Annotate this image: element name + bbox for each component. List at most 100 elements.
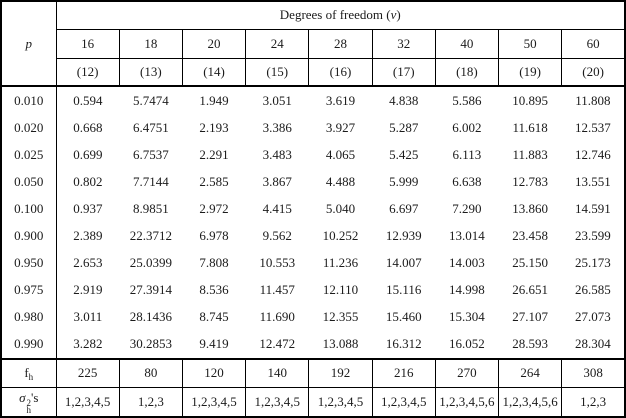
table-cell: 27.3914 [129,282,172,298]
dof-column-header: 40 [434,28,500,59]
table-cell: 8.745 [199,309,229,325]
fh-label: fh [0,358,57,388]
sigma-row: σ 2 h's 1,2,3,4,5 1,2,3 1,2,3,4,5 1,2,3,4,5 1,… [0,386,626,418]
table-cell: 10.252 [322,228,359,244]
table-cell: 5.425 [389,146,419,162]
table-cell: 3.011 [73,309,103,325]
table-cell: 26.651 [512,282,549,298]
dof-column-header: 32 [371,28,436,59]
table-cell: 12.746 [575,146,611,162]
table-cell: 5.586 [452,92,482,108]
table-cell: 13.088 [322,336,359,352]
dof-values-row: 16 18 20 24 28 32 40 50 60 [1,28,626,59]
p-value: 0.900 [1,222,57,250]
table-cell: 15.116 [386,282,422,298]
sigma-set: 1,2,3,4,5,6 [434,386,500,418]
table-cell: 3.927 [325,119,356,135]
sigma-label-sup: 2 [26,397,32,408]
table-cell: 7.808 [199,255,229,271]
table-cell: 14.998 [449,282,485,298]
table-cell: 13.860 [512,200,549,216]
sigma-label-sub: h [26,404,32,415]
table-cell: 4.838 [389,92,419,108]
table-cell: 0.699 [73,146,103,162]
degrees-of-freedom-header: Degrees of freedom (v) [55,0,626,30]
table-cell: 3.483 [262,146,292,162]
table-cell: 27.073 [575,309,611,325]
table-cell: 5.999 [389,173,419,189]
table-cell: 11.618 [512,119,548,135]
table-cell: 8.9851 [132,200,169,216]
fh-value: 264 [498,358,563,388]
fh-label-base: f [24,364,29,380]
table-cell: 11.808 [575,92,611,108]
table-cell: 12.355 [322,309,359,325]
table-cell: 27.107 [512,309,549,325]
column-index: (12) [55,57,120,87]
column-index: (17) [371,57,436,87]
table-cell: 12.472 [259,336,296,352]
table-cell: 28.593 [512,336,549,352]
p-value: 0.100 [1,195,57,223]
p-value: 0.975 [1,276,57,304]
p-value: 0.010 [1,86,57,115]
table-cell: 8.536 [199,282,229,298]
table-cell: 12.110 [322,282,359,298]
fh-value: 192 [308,358,373,388]
sigma-set: 1,2,3,4,5 [371,386,436,418]
column-index: (16) [308,57,373,87]
table-cell: 6.978 [199,228,229,244]
table-cell: 1.949 [199,92,229,108]
p-value: 0.980 [1,303,57,331]
table-cell: 13.014 [449,228,485,244]
table-cell: 9.419 [199,336,229,352]
fh-value: 225 [55,358,120,388]
table-cell: 11.690 [259,309,295,325]
table-cell: 16.052 [449,336,485,352]
table-cell: 6.7537 [132,146,169,162]
data-row: 0.975 2.919 27.3914 8.536 11.457 12.110 15.116… [1,276,625,304]
sigma-set: 1,2,3,4,5 [55,386,120,418]
data-row: 0.900 2.389 22.3712 6.978 9.562 10.252 12.939 1… [1,222,625,250]
fh-row: fh 225 80 120 140 192 216 270 264 308 [0,358,626,388]
table-cell: 2.653 [73,255,103,271]
dof-column-header: 28 [308,28,373,59]
p-symbol: p [25,35,33,51]
p-value: 0.025 [1,141,57,169]
table-cell: 13.551 [575,173,611,189]
table-cell: 5.040 [325,200,356,216]
table-cell: 0.802 [73,173,103,189]
p-column-header: p [0,0,57,87]
table-cell: 25.150 [512,255,549,271]
table-cell: 15.460 [385,309,422,325]
column-index: (13) [118,57,183,87]
table-cell: 4.488 [325,173,356,189]
dof-header-text: Degrees of freedom ( [279,7,391,23]
table-cell: 12.537 [575,119,611,135]
fh-value: 216 [371,358,436,388]
table-cell: 25.0399 [129,255,172,271]
table-cell: 11.457 [259,282,295,298]
column-index: (15) [245,57,310,87]
column-index-row: (12) (13) (14) (15) (16) (17) (18) (19) (20) [1,57,626,87]
table-cell: 28.1436 [129,309,172,325]
table-cell: 12.783 [512,173,549,189]
table-cell: 3.867 [262,173,292,189]
table-cell: 6.4751 [132,119,169,135]
table-cell: 0.594 [73,92,103,108]
p-value: 0.990 [1,330,57,359]
table-cell: 28.304 [575,336,611,352]
table-cell: 23.599 [575,228,611,244]
dof-column-header: 60 [561,28,626,59]
table-cell: 11.883 [512,146,548,162]
table-cell: 6.002 [452,119,482,135]
dof-symbol: v [390,7,397,23]
sigma-label-suffix: 's [31,389,39,405]
table-cell: 16.312 [385,336,422,352]
table-cell: 3.051 [262,92,292,108]
sigma-set: 1,2,3,4,5 [181,386,247,418]
group-header-row: p Degrees of freedom (v) [0,0,626,87]
fh-value: 270 [434,358,500,388]
